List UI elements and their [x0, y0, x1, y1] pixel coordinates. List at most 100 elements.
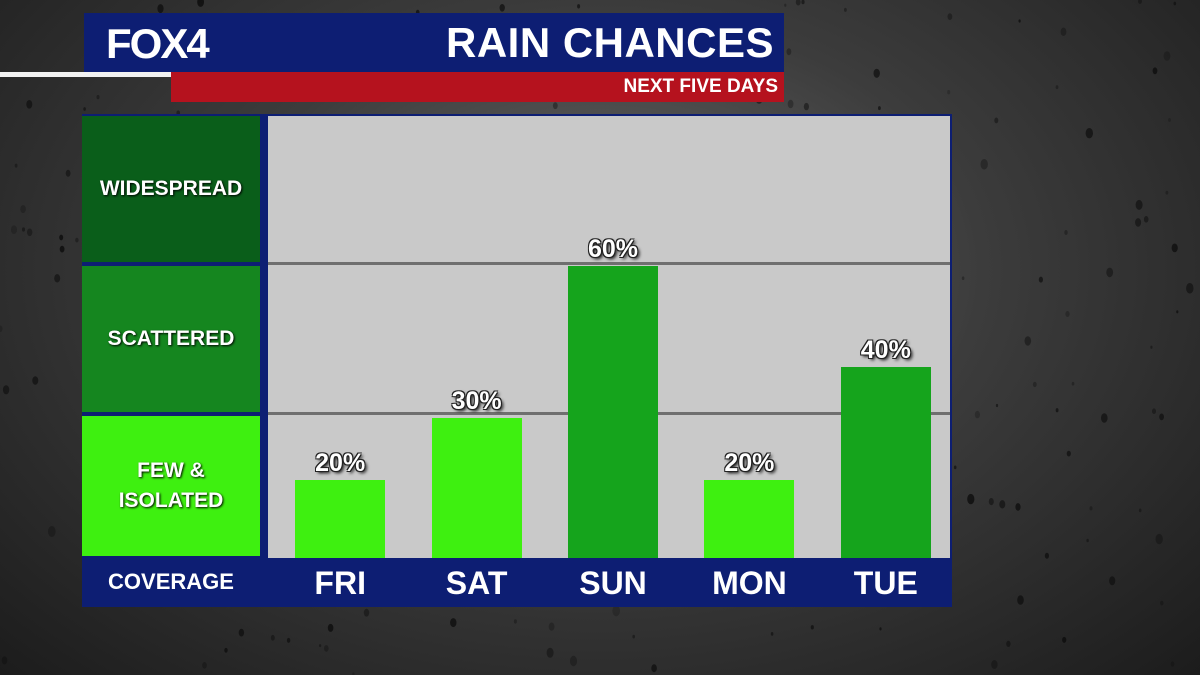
raindrop: [1138, 0, 1142, 4]
raindrop: [612, 605, 620, 617]
raindrop: [999, 500, 1006, 509]
raindrop: [795, 0, 801, 6]
band-few-isolated-label: FEW & ISOLATED: [119, 456, 224, 516]
raindrop: [48, 526, 56, 537]
raindrop: [513, 619, 517, 624]
raindrop: [1055, 85, 1059, 90]
raindrop: [324, 645, 329, 652]
raindrop: [96, 95, 100, 100]
raindrop: [967, 493, 975, 505]
raindrop: [1, 656, 8, 665]
bar-sun: [568, 266, 658, 558]
raindrop: [1109, 576, 1116, 586]
raindrop: [363, 608, 370, 617]
band-few-isolated-line-1: FEW &: [137, 459, 205, 482]
raindrop: [1018, 19, 1021, 23]
raindrop: [327, 623, 334, 632]
raindrop: [59, 245, 65, 253]
day-label-sun: SUN: [579, 565, 647, 601]
raindrop: [0, 325, 3, 333]
raindrop: [65, 169, 71, 177]
raindrop: [784, 3, 787, 7]
raindrop: [1085, 128, 1094, 139]
raindrop: [548, 622, 555, 631]
coverage-axis-label: COVERAGE: [108, 569, 234, 594]
raindrop: [499, 4, 505, 12]
raindrop: [1064, 230, 1068, 235]
page-subtitle: NEXT FIVE DAYS: [623, 76, 778, 97]
raindrop: [1152, 408, 1156, 415]
raindrop: [270, 634, 275, 641]
raindrop: [1024, 336, 1032, 346]
raindrop: [552, 102, 558, 110]
raindrop: [26, 100, 33, 109]
raindrop: [947, 13, 953, 20]
raindrop: [1106, 267, 1114, 278]
raindrop: [947, 90, 951, 95]
raindrop: [352, 672, 355, 675]
raindrop: [995, 403, 999, 408]
raindrop: [20, 205, 26, 214]
raindrop: [1062, 636, 1067, 643]
raindrop: [1171, 243, 1178, 253]
raindrop: [1160, 600, 1164, 606]
raindrop: [1086, 538, 1089, 543]
bar-mon: [704, 480, 795, 558]
raindrop: [83, 107, 86, 111]
day-label-fri: FRI: [314, 565, 366, 601]
raindrop: [1071, 381, 1075, 386]
raindrop: [2, 385, 10, 395]
raindrop: [1176, 310, 1179, 314]
value-label-sat: 30%: [451, 387, 502, 415]
raindrop: [286, 637, 291, 643]
raindrop: [1044, 552, 1049, 559]
value-label-fri: 20%: [315, 449, 366, 477]
raindrop: [238, 628, 245, 637]
raindrop: [1170, 661, 1175, 667]
raindrop: [1066, 450, 1071, 457]
raindrop: [569, 655, 578, 667]
raindrop: [974, 410, 981, 419]
band-widespread-label: WIDESPREAD: [99, 177, 243, 200]
raindrop: [224, 647, 228, 653]
raindrop: [1038, 276, 1043, 283]
header-bar: FOX4 RAIN CHANCES: [84, 13, 784, 72]
band-scattered-label: SCATTERED: [107, 327, 235, 350]
raindrop: [1065, 311, 1070, 317]
raindrop: [651, 664, 657, 673]
value-label-sun: 60%: [587, 235, 639, 263]
raindrop: [770, 632, 774, 636]
raindrop: [1055, 408, 1059, 413]
value-label-tue: 40%: [860, 336, 911, 365]
gridline-widespread-scattered: [268, 262, 950, 265]
raindrop: [157, 4, 164, 14]
raindrop: [844, 7, 847, 12]
raindrop: [59, 234, 64, 241]
band-widespread: WIDESPREAD: [82, 116, 260, 262]
raindrop: [22, 227, 25, 232]
raindrop: [11, 225, 17, 234]
raindrop: [14, 163, 18, 168]
raindrop: [810, 625, 814, 630]
raindrop: [1186, 283, 1194, 294]
page-title: RAIN CHANCES: [445, 19, 774, 66]
raindrop: [1150, 345, 1153, 349]
raindrop: [991, 660, 998, 669]
raindrop: [632, 634, 635, 639]
raindrop: [1138, 508, 1142, 513]
raindrop: [1017, 595, 1024, 605]
raindrop: [54, 274, 61, 283]
raindrop: [197, 0, 204, 7]
raindrop: [1135, 218, 1142, 227]
day-label-tue: TUE: [853, 565, 918, 601]
raindrop: [994, 117, 999, 124]
raindrop: [787, 99, 794, 109]
raindrop: [786, 48, 792, 56]
raindrop: [577, 4, 581, 9]
raindrop: [32, 376, 39, 385]
raindrop: [878, 106, 881, 111]
raindrop: [1159, 413, 1164, 421]
fox4-logo: FOX4: [106, 20, 210, 67]
value-label-mon: 20%: [724, 449, 775, 477]
raindrop: [1163, 51, 1171, 61]
